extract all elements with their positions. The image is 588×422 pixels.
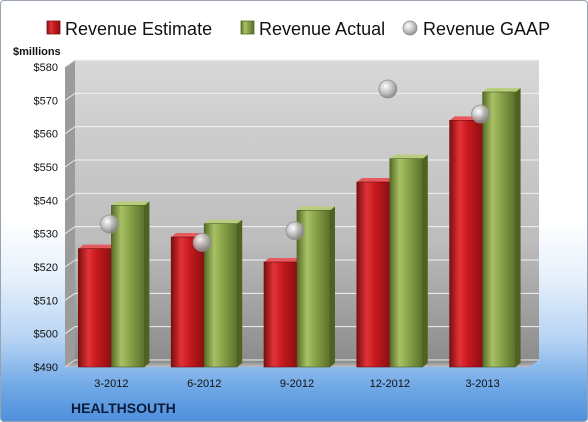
legend-item-actual: Revenue Actual [240, 19, 385, 39]
bar-actual-front [482, 91, 516, 368]
bar-actual-front [389, 158, 424, 368]
bar-estimate [170, 233, 210, 368]
marker-gaap [100, 214, 119, 234]
legend-label-actual: Revenue Actual [259, 19, 385, 39]
gridline-side [64, 292, 76, 301]
bar-estimate-front [263, 261, 298, 368]
bar-actual-top [389, 154, 428, 159]
company-name: HEALTHSOUTH [71, 400, 176, 416]
bar-actual [111, 201, 150, 368]
legend-label-estimate: Revenue Estimate [65, 19, 212, 39]
bar-estimate-front [170, 236, 205, 368]
bar-estimate-front [356, 181, 391, 368]
bar-estimate-front [78, 248, 112, 368]
legend-swatch-gaap [402, 20, 418, 36]
legend-swatch-actual [240, 20, 255, 35]
bar-actual [482, 88, 521, 368]
bar-actual-top [482, 88, 521, 92]
bars [78, 79, 521, 368]
y-tick-label: $570 [34, 95, 58, 107]
bar-actual [389, 154, 428, 368]
legend-item-gaap: Revenue GAAP [402, 19, 550, 39]
y-tick-label: $520 [34, 262, 58, 274]
bar-estimate-top [264, 258, 302, 262]
bar-estimate [263, 258, 302, 368]
legend-item-estimate: Revenue Estimate [46, 19, 212, 39]
bar-actual-front [111, 205, 145, 368]
x-tick-label: 3-2013 [465, 378, 499, 390]
gridline-side [64, 226, 76, 235]
x-tick-label: 9-2012 [280, 378, 314, 390]
gridline-side [64, 59, 76, 68]
gridline-side [64, 159, 76, 168]
marker-gaap [378, 79, 398, 99]
gridline-side [64, 259, 76, 268]
y-tick-label: $500 [34, 329, 58, 341]
y-axis-unit-label: $millions [13, 46, 61, 58]
bar-estimate-top [356, 178, 395, 182]
y-tick-label: $490 [34, 362, 58, 374]
bar-estimate-front [449, 120, 483, 368]
y-tick-label: $510 [34, 295, 58, 307]
gridline-side [64, 126, 76, 135]
bar-actual-top [204, 219, 243, 224]
bar-actual-side [237, 219, 243, 367]
bar-estimate-top [78, 244, 117, 249]
bar-actual-front [296, 210, 331, 368]
bar-actual-top [111, 201, 150, 206]
legend-label-gaap: Revenue GAAP [423, 19, 550, 39]
y-tick-label: $560 [34, 129, 58, 141]
gridline-side [64, 92, 76, 101]
marker-gaap [471, 104, 491, 124]
y-tick-label: $540 [34, 195, 58, 207]
gridline-side [64, 326, 76, 335]
bar-estimate [356, 178, 395, 368]
bar-actual-side [144, 201, 150, 367]
x-tick-label: 6-2012 [187, 378, 221, 390]
marker-gaap [285, 221, 305, 241]
legend: Revenue Estimate Revenue Actual Revenue … [46, 19, 550, 39]
plot-side-wall [65, 60, 75, 367]
x-axis-ticks: 3-2012 6-2012 9-2012 12-2012 3-2013 [94, 378, 499, 390]
y-axis-ticks: $490 $500 $510 $520 $530 $540 $550 $560 $570 $580 [34, 62, 58, 374]
gridline-side [64, 359, 76, 368]
bar-actual-side [422, 154, 428, 367]
y-tick-label: $580 [34, 62, 58, 74]
bar-estimate [78, 244, 117, 368]
marker-gaap [192, 232, 212, 252]
bar-estimate [449, 116, 488, 368]
y-tick-label: $550 [34, 162, 58, 174]
bar-actual-top [297, 206, 335, 211]
x-tick-label: 12-2012 [370, 378, 410, 390]
gridline-side [64, 192, 76, 201]
legend-swatch-estimate [46, 20, 61, 35]
x-tick-label: 3-2012 [94, 378, 128, 390]
y-tick-label: $530 [34, 229, 58, 241]
bar-actual-side [330, 206, 335, 367]
bar-actual [296, 206, 335, 368]
bar-actual-side [515, 88, 521, 367]
